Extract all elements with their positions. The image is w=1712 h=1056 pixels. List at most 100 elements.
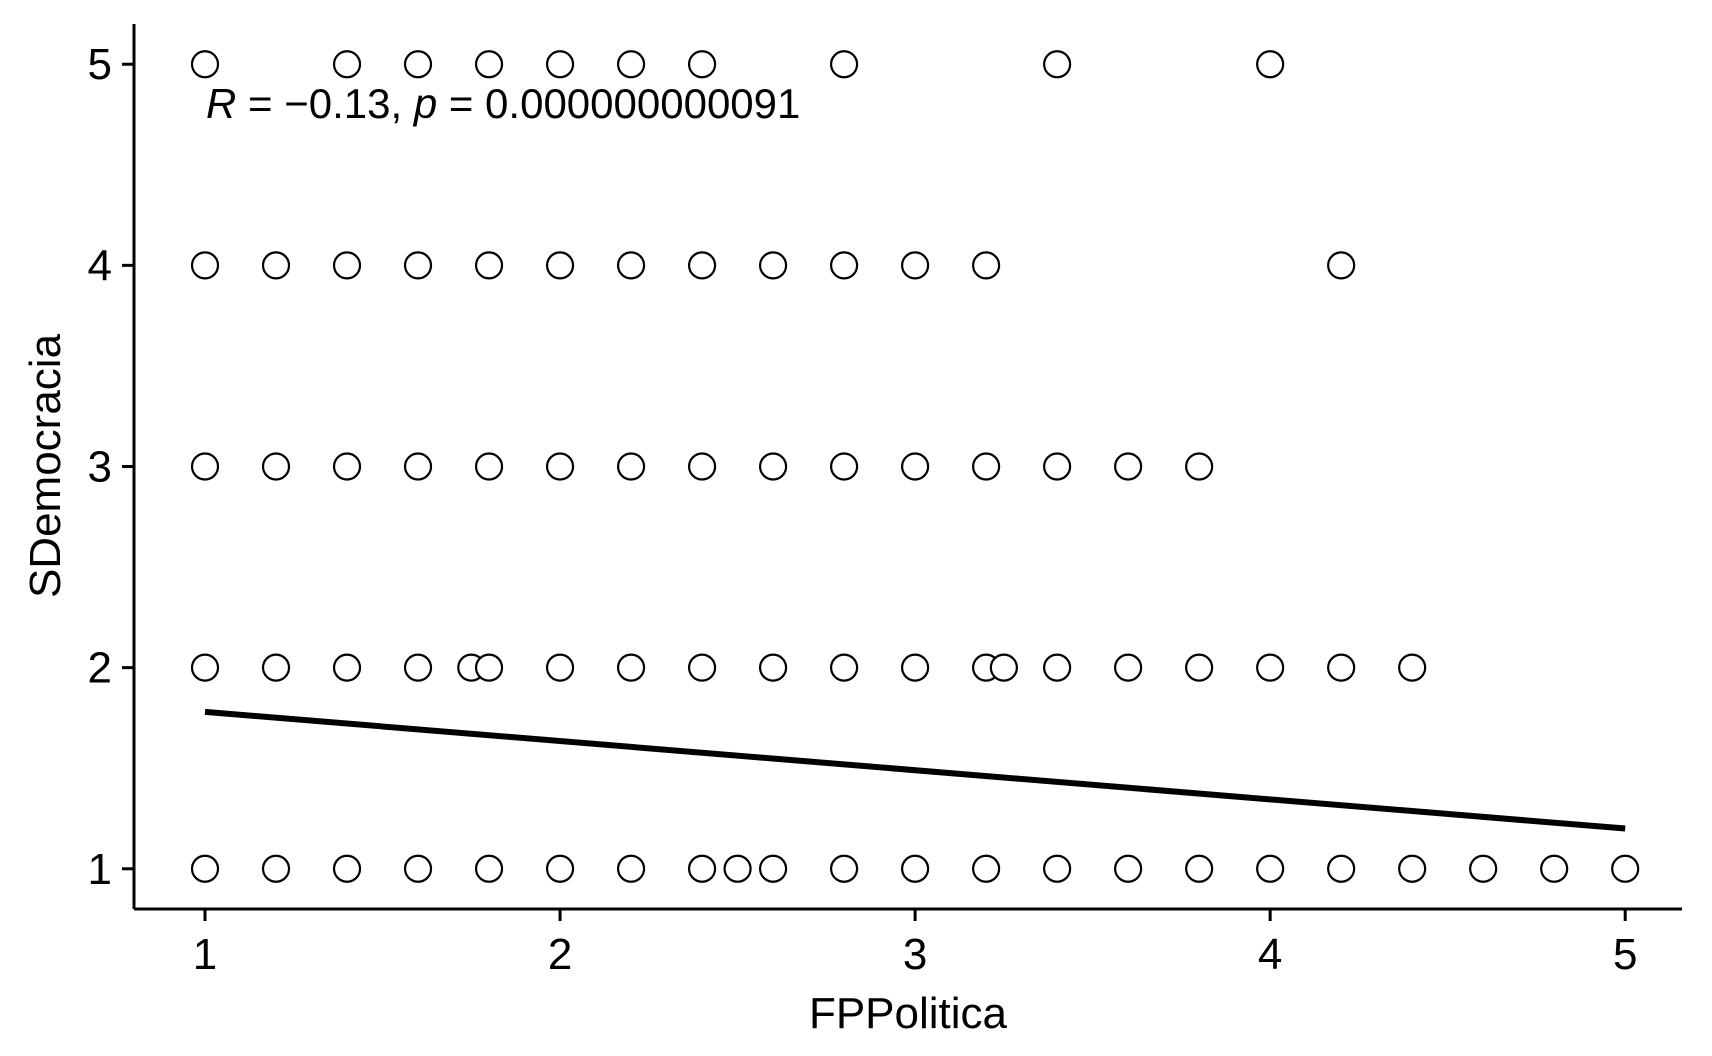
scatter-point	[616, 50, 646, 79]
annotation-r-symbol: R	[206, 80, 236, 127]
scatter-point	[1256, 50, 1285, 79]
scatter-point	[687, 452, 717, 481]
scatter-point	[972, 251, 1001, 280]
scatter-point	[474, 50, 504, 79]
scatter-point	[829, 452, 859, 481]
scatter-point	[1540, 854, 1569, 883]
scatter-point	[1114, 452, 1143, 481]
scatter-point	[403, 452, 433, 481]
x-tick-label: 2	[548, 930, 572, 979]
scatter-point	[1043, 452, 1072, 481]
scatter-point	[829, 653, 859, 682]
scatter-point	[901, 452, 930, 481]
scatter-point	[972, 452, 1001, 481]
scatter-point	[1185, 854, 1214, 883]
x-tick-label: 5	[1613, 930, 1637, 979]
scatter-point	[545, 452, 575, 481]
scatter-points	[190, 50, 1640, 883]
scatter-point	[261, 854, 291, 883]
scatter-point	[332, 251, 362, 280]
scatter-point	[1398, 653, 1427, 682]
scatter-point	[332, 653, 362, 682]
scatter-point	[758, 251, 788, 280]
scatter-point	[901, 653, 930, 682]
scatter-point	[687, 854, 717, 883]
scatter-point	[1043, 50, 1072, 79]
scatter-point	[972, 854, 1001, 883]
annotation-p-value: = 0.000000000091	[437, 80, 800, 127]
scatter-point	[332, 854, 362, 883]
scatter-point	[545, 50, 575, 79]
scatter-point	[1114, 854, 1143, 883]
scatter-point	[332, 452, 362, 481]
scatter-point	[261, 653, 291, 682]
scatter-point	[901, 854, 930, 883]
scatter-point	[403, 653, 433, 682]
scatter-point	[758, 653, 788, 682]
scatter-point	[1256, 653, 1285, 682]
scatter-point	[901, 251, 930, 280]
scatter-point	[687, 251, 717, 280]
regression-line	[204, 708, 1626, 832]
correlation-annotation: R = −0.13, p = 0.000000000091	[206, 80, 800, 127]
x-tick-label: 4	[1258, 930, 1282, 979]
scatter-point	[545, 251, 575, 280]
annotation-r-value: = −0.13,	[236, 80, 413, 127]
scatter-point	[758, 854, 788, 883]
scatter-point	[1185, 452, 1214, 481]
scatter-point	[332, 50, 362, 79]
scatter-point	[403, 50, 433, 79]
scatter-point	[403, 251, 433, 280]
scatter-point	[829, 50, 859, 79]
y-tick-label: 1	[88, 845, 112, 894]
scatter-point	[190, 251, 220, 280]
regression-line-layer	[204, 708, 1626, 832]
x-axis-ticks: 1 2 3 4 5	[193, 909, 1637, 979]
scatter-point	[1327, 854, 1356, 883]
y-axis-ticks: 1 2 3 4 5	[88, 40, 134, 894]
scatter-point	[261, 452, 291, 481]
scatter-point	[1114, 653, 1143, 682]
scatter-point	[1327, 653, 1356, 682]
y-tick-label: 5	[88, 40, 112, 89]
scatter-point	[829, 854, 859, 883]
scatter-point	[723, 854, 752, 883]
scatter-point	[474, 854, 504, 883]
scatter-point	[616, 452, 646, 481]
scatter-point	[1043, 854, 1072, 883]
y-tick-label: 3	[88, 443, 112, 492]
scatter-point	[190, 452, 220, 481]
scatter-point	[474, 653, 504, 682]
scatter-point	[474, 251, 504, 280]
scatter-point	[616, 854, 646, 883]
y-tick-label: 4	[88, 241, 112, 290]
scatter-point	[1327, 251, 1356, 280]
scatter-point	[616, 653, 646, 682]
x-tick-label: 1	[193, 930, 217, 979]
y-tick-label: 2	[88, 644, 112, 693]
scatter-point	[829, 251, 859, 280]
scatter-point	[1611, 854, 1640, 883]
annotation-p-symbol: p	[412, 80, 437, 127]
scatter-point	[989, 653, 1018, 682]
scatter-point	[1043, 653, 1072, 682]
scatter-point	[687, 50, 717, 79]
scatter-point	[1185, 653, 1214, 682]
scatter-point	[261, 251, 291, 280]
x-axis-title: FPPolitica	[809, 989, 1008, 1038]
scatter-point	[474, 452, 504, 481]
scatter-point	[1256, 854, 1285, 883]
scatter-point	[545, 653, 575, 682]
scatter-point	[1398, 854, 1427, 883]
scatter-point	[190, 50, 220, 79]
scatter-point	[190, 653, 220, 682]
scatter-point	[616, 251, 646, 280]
x-tick-label: 3	[903, 930, 927, 979]
scatter-point	[758, 452, 788, 481]
scatter-point	[190, 854, 220, 883]
y-axis-title: SDemocracia	[21, 333, 70, 598]
scatter-point	[1469, 854, 1498, 883]
scatter-point	[403, 854, 433, 883]
scatter-point	[545, 854, 575, 883]
